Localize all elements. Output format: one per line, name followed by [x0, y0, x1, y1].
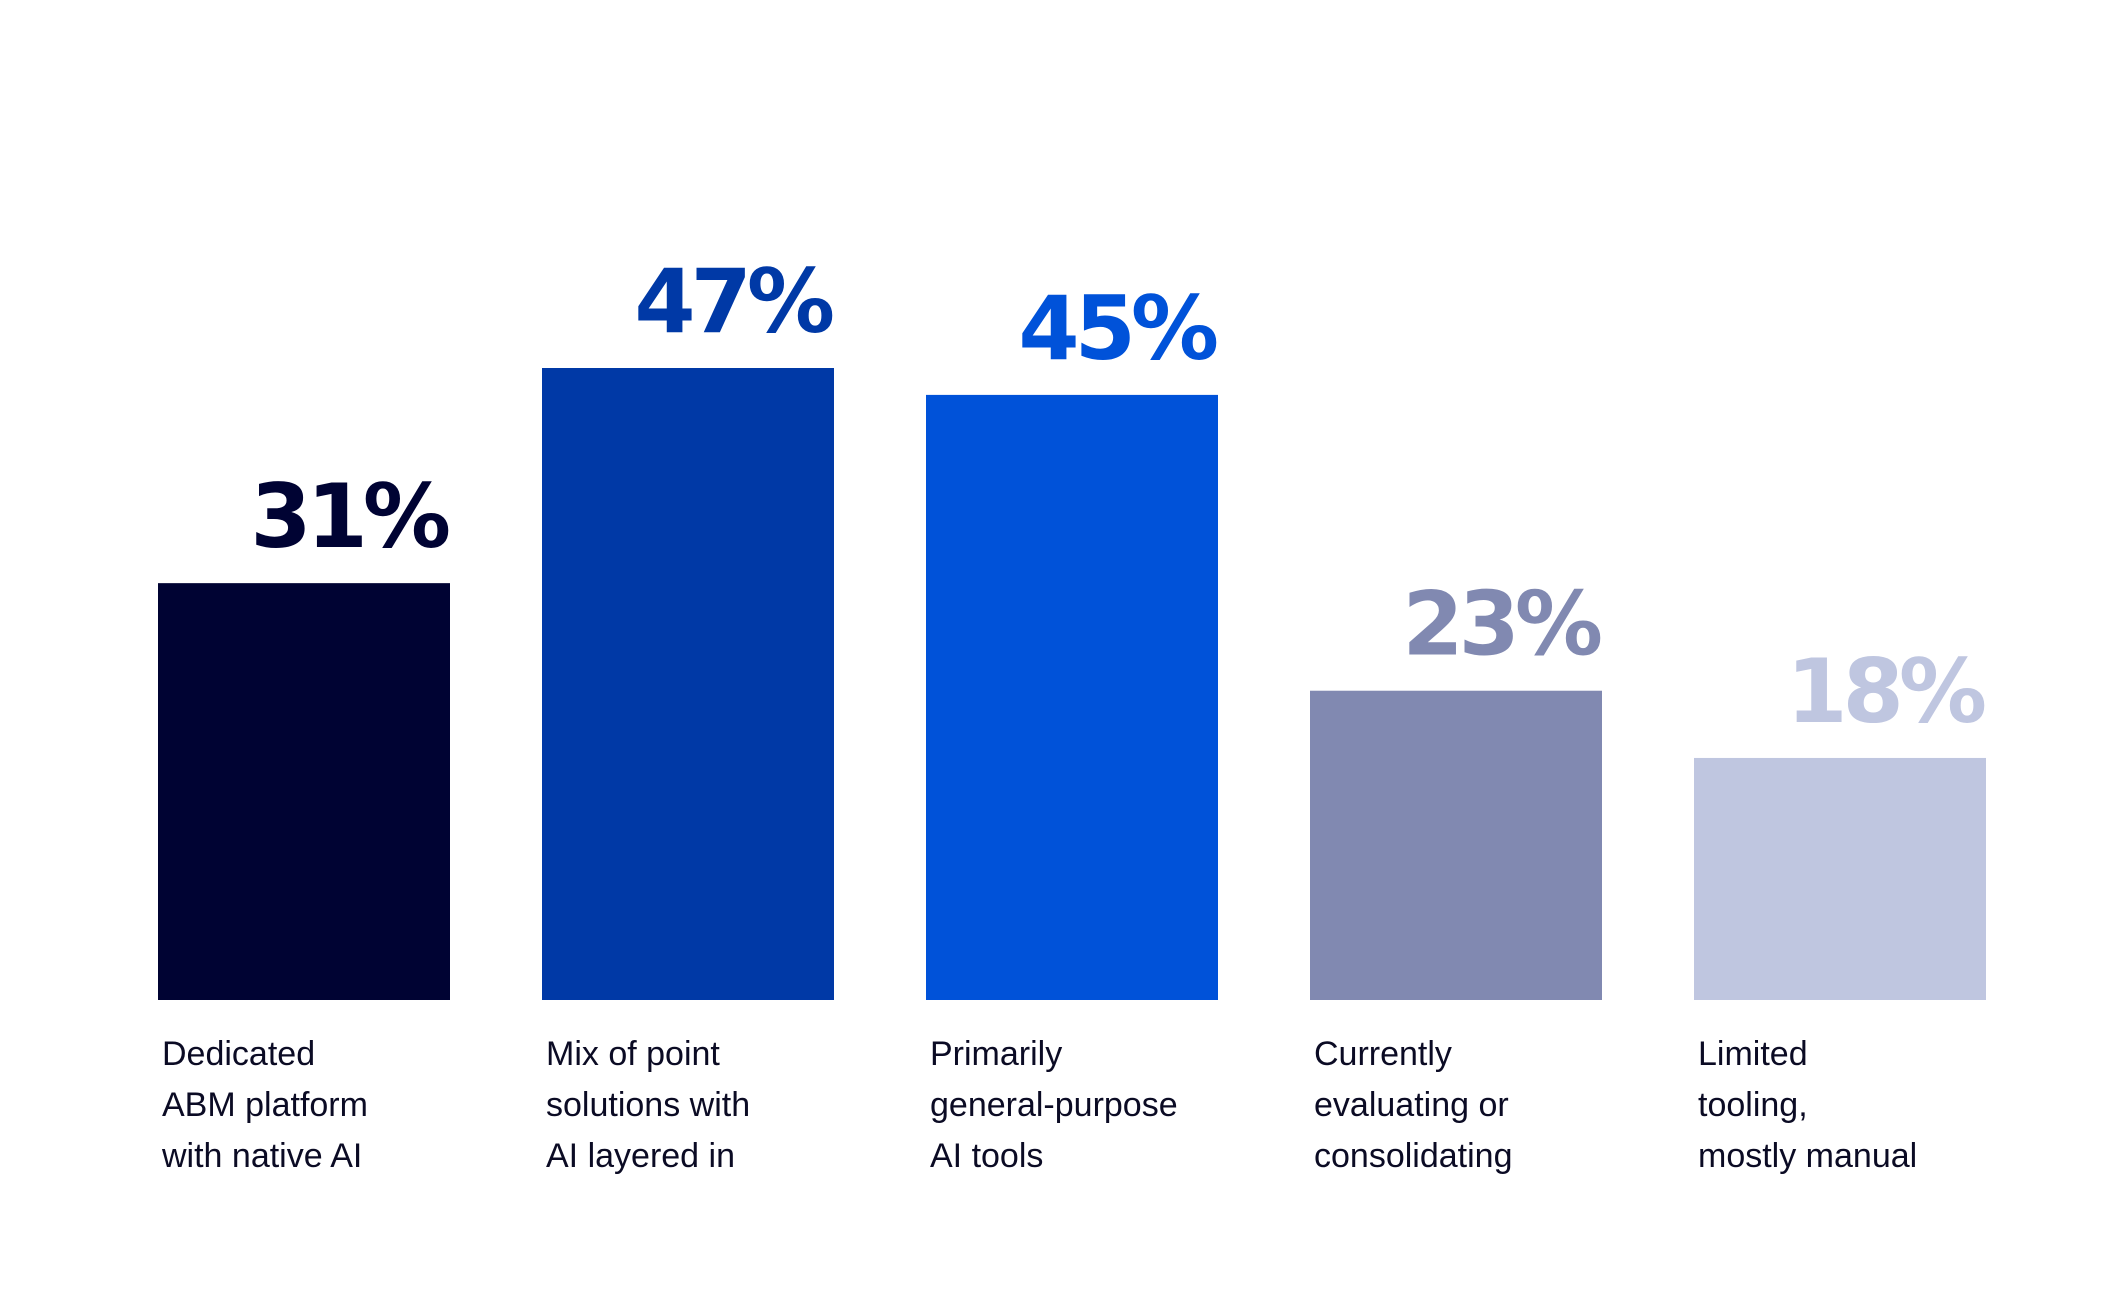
category-label-line: tooling, — [1698, 1086, 1808, 1124]
bar-value-label: 47% — [634, 250, 832, 353]
bar-value-label: 31% — [250, 465, 448, 568]
category-label-line: Dedicated — [162, 1035, 315, 1073]
bar — [1310, 690, 1602, 1000]
category-label: Primarily general-purpose AI tools — [930, 1035, 1178, 1175]
category-label-line: with native AI — [161, 1137, 362, 1175]
category-label-line: Currently — [1314, 1035, 1452, 1073]
category-labels-group: Dedicated ABM platform with native AI Mix o… — [161, 1035, 1917, 1175]
bar — [926, 394, 1218, 1000]
category-label-line: solutions with — [546, 1086, 750, 1124]
category-label: Limited tooling, mostly manual — [1698, 1035, 1917, 1175]
bar-value-label: 23% — [1402, 573, 1600, 676]
value-labels-group: 31% 47% 45% 23% 18% — [250, 250, 1989, 743]
category-label-line: Limited — [1698, 1035, 1808, 1073]
category-label: Dedicated ABM platform with native AI — [161, 1035, 368, 1175]
category-label-line: AI layered in — [546, 1137, 735, 1175]
category-label-line: mostly manual — [1698, 1137, 1917, 1175]
category-label: Currently evaluating or consolidating — [1314, 1035, 1512, 1175]
category-label-line: general-purpose — [930, 1086, 1178, 1124]
bar-value-label: 45% — [1018, 277, 1216, 380]
category-label-line: Primarily — [930, 1035, 1062, 1073]
bar — [1694, 757, 1986, 1000]
bar — [542, 368, 834, 1000]
bar-value-label: 18% — [1786, 640, 1984, 743]
category-label: Mix of point solutions with AI layered in — [546, 1035, 750, 1175]
bars-group — [158, 368, 1986, 1000]
category-label-line: evaluating or — [1314, 1086, 1509, 1124]
category-label-line: AI tools — [930, 1137, 1043, 1175]
category-label-line: ABM platform — [162, 1086, 368, 1124]
category-label-line: Mix of point — [546, 1035, 720, 1073]
bar — [158, 583, 450, 1000]
category-label-line: consolidating — [1314, 1137, 1512, 1175]
